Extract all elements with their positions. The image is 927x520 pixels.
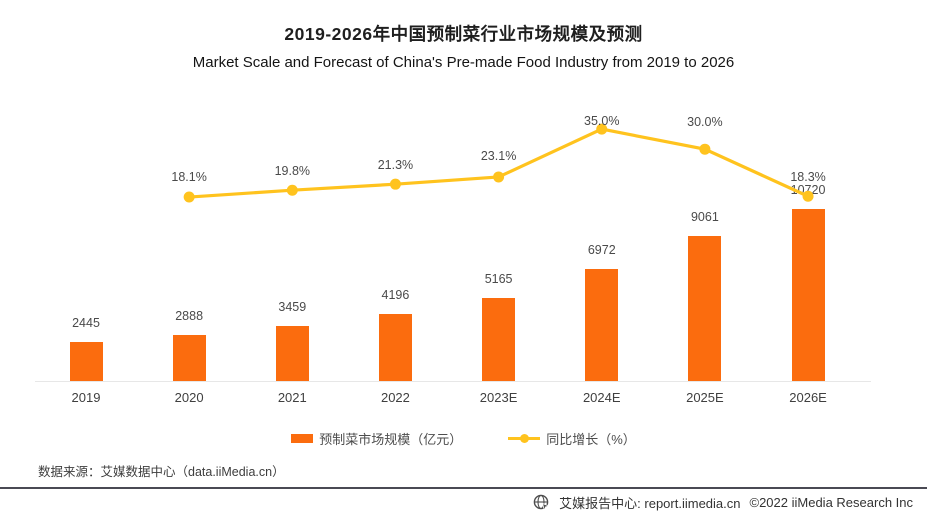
growth-label-2024E: 35.0%	[584, 113, 620, 128]
growth-point-2025E	[699, 143, 711, 155]
x-axis-label-2020: 2020	[174, 390, 204, 405]
growth-point-2024E	[596, 123, 608, 135]
growth-point-2020	[183, 191, 195, 203]
bar-value-label-2021: 3459	[278, 299, 307, 314]
chart-legend: 预制菜市场规模（亿元） 同比增长（%）	[0, 429, 927, 448]
iimedia-logo-icon	[533, 494, 551, 511]
bar-2022	[378, 313, 412, 381]
bar-value-label-2025E: 9061	[690, 210, 719, 225]
legend-bar-label: 预制菜市场规模（亿元）	[319, 432, 463, 447]
bar-value-label-2023E: 5165	[484, 272, 513, 287]
growth-point-2023E	[493, 171, 505, 183]
copyright-text: ©2022 iiMedia Research Inc	[749, 495, 914, 510]
growth-label-2022: 21.3%	[377, 157, 414, 172]
x-axis-label-2022: 2022	[380, 390, 410, 405]
legend-line-label: 同比增长（%）	[546, 432, 636, 447]
bar-2021	[275, 325, 309, 381]
bar-value-label-2020: 2888	[175, 308, 204, 323]
data-source-note: 数据来源：艾媒数据中心（data.iiMedia.cn）	[38, 465, 285, 479]
bar-value-label-2019: 2445	[72, 315, 100, 330]
legend-item-yoy-growth: 同比增长（%）	[508, 429, 636, 448]
bar-2024E	[585, 269, 619, 381]
bar-2026E	[791, 209, 825, 381]
bar-2019	[69, 341, 103, 381]
bar-2020	[172, 334, 206, 381]
footer-branding: 艾媒报告中心: report.iimedia.cn ©2022 iiMedia …	[533, 493, 913, 512]
chart-header: 2019-2026年中国预制菜行业市场规模及预测 Market Scale an…	[0, 22, 927, 73]
legend-bar-swatch-icon	[291, 434, 314, 443]
bar-value-label-2022: 4196	[381, 287, 410, 302]
growth-label-2021: 19.8%	[274, 163, 311, 178]
chart-subtitle-en: Market Scale and Forecast of China's Pre…	[192, 54, 735, 71]
growth-label-2023E: 23.1%	[480, 149, 517, 164]
x-axis-label-2023E: 2023E	[479, 390, 518, 405]
x-axis-label-2019: 2019	[71, 390, 101, 405]
bar-2023E	[482, 298, 516, 381]
x-axis-label-2021: 2021	[277, 390, 307, 405]
growth-label-2020: 18.1%	[171, 169, 207, 184]
growth-point-2022	[389, 178, 401, 190]
growth-label-2026E: 18.3%	[790, 169, 826, 184]
bar-2025E	[688, 236, 722, 381]
x-axis-label-2024E: 2024E	[582, 390, 621, 405]
legend-line-swatch-icon	[508, 434, 541, 443]
report-center-text: 艾媒报告中心: report.iimedia.cn	[559, 496, 741, 511]
legend-item-market-scale: 预制菜市场规模（亿元）	[291, 429, 462, 448]
footer-divider	[0, 487, 927, 489]
x-axis-line	[35, 381, 871, 382]
x-axis-label-2026E: 2026E	[789, 390, 827, 405]
growth-label-2025E: 30.0%	[687, 114, 723, 129]
x-axis-label-2025E: 2025E	[686, 390, 724, 405]
growth-point-2026E	[802, 190, 814, 202]
chart-title: 2019-2026年中国预制菜行业市场规模及预测	[284, 24, 643, 44]
bar-value-label-2024E: 6972	[587, 243, 616, 258]
growth-point-2021	[286, 184, 298, 196]
